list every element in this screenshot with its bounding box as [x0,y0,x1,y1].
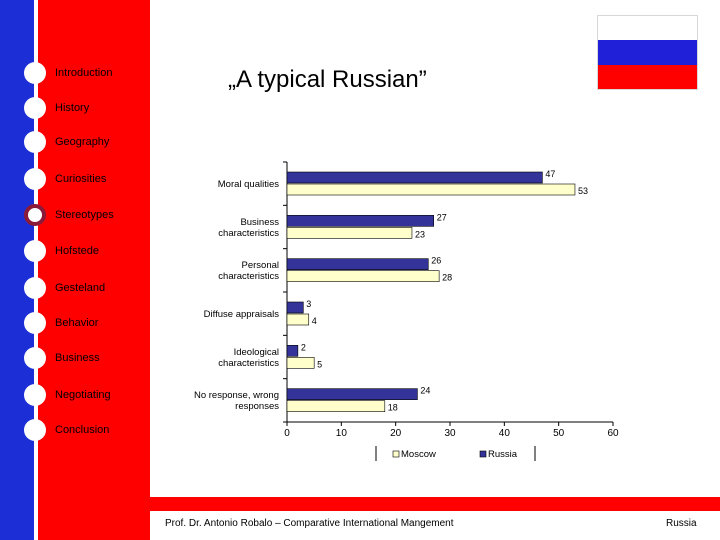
nav-bullet-icon [24,384,46,406]
category-label: responses [235,401,279,412]
bar-russia [286,258,429,270]
data-label-russia: 27 [437,212,447,222]
category-label: Ideological [234,347,279,358]
data-label-moscow: 18 [388,403,398,413]
legend-swatch-russia [479,450,487,458]
x-tick-label: 0 [284,428,290,439]
footer-credit: Prof. Dr. Antonio Robalo – Comparative I… [165,518,454,529]
data-label-moscow: 5 [317,359,322,369]
nav-item-hofstede[interactable]: Hofstede [24,240,99,262]
x-tick-label: 40 [499,428,511,439]
nav-item-conclusion[interactable]: Conclusion [24,419,109,441]
data-label-moscow: 23 [415,229,425,239]
nav-bullet-icon [24,240,46,262]
bar-moscow [286,400,386,412]
category-label: Personal [242,260,280,271]
category-label: characteristics [218,358,279,369]
nav-bullet-icon [24,347,46,369]
bottom-red-band [150,497,720,511]
data-label-russia: 26 [431,256,441,266]
category-label: No response, wrong [194,390,279,401]
nav-item-label: Conclusion [55,424,110,436]
x-tick-label: 20 [390,428,402,439]
nav-item-behavior[interactable]: Behavior [24,312,98,334]
bar-moscow [286,227,413,239]
nav-item-gesteland[interactable]: Gesteland [24,277,105,299]
nav-item-label: Introduction [55,67,113,79]
nav-item-introduction[interactable]: Introduction [24,62,112,84]
nav-item-label: Hofstede [55,245,100,257]
nav-item-stereotypes[interactable]: Stereotypes [24,204,114,226]
nav-item-label: Business [55,352,100,364]
nav-item-label: Negotiating [55,389,111,401]
nav-bullet-icon [24,131,46,153]
nav-item-negotiating[interactable]: Negotiating [24,384,111,406]
nav-item-history[interactable]: History [24,97,89,119]
nav-bullet-icon [24,168,46,190]
nav-bullet-icon [24,277,46,299]
nav-item-label: Behavior [55,317,99,329]
category-label: characteristics [218,271,279,282]
bar-moscow [286,313,310,326]
left-white-stripe [34,0,38,540]
bar-russia [286,171,543,184]
data-label-moscow: 4 [312,316,317,326]
category-label: Moral qualities [218,179,279,190]
x-tick-label: 30 [444,428,456,439]
bar-russia [286,345,299,357]
nav-item-geography[interactable]: Geography [24,131,109,153]
nav-item-label: Gesteland [55,282,106,294]
nav-item-business[interactable]: Business [24,347,100,369]
legend-label-moscow: Moscow [401,449,436,460]
bar-moscow [286,183,576,196]
nav-bullet-icon [24,419,46,441]
footer-topic: Russia [666,518,697,529]
data-label-russia: 3 [306,299,311,309]
bar-russia [286,215,434,227]
category-label: Diffuse appraisals [204,309,280,320]
legend-label-russia: Russia [488,449,518,460]
data-label-russia: 47 [545,169,555,179]
data-label-russia: 24 [420,386,430,396]
bar-moscow [286,270,440,282]
nav-item-curiosities[interactable]: Curiosities [24,168,106,190]
nav-bullet-icon [24,62,46,84]
bar-russia [286,301,304,314]
russian-flag-icon [597,15,698,90]
x-tick-label: 50 [553,428,565,439]
data-label-russia: 2 [301,342,306,352]
legend-swatch-moscow [392,450,400,458]
data-label-moscow: 28 [442,273,452,283]
category-label: characteristics [218,228,279,239]
bar-russia [286,388,418,400]
bar-moscow [286,357,315,369]
nav-bullet-icon [24,97,46,119]
nav-bullet-icon [24,312,46,334]
data-label-moscow: 53 [578,186,588,196]
slide-title: „A typical Russian” [228,66,427,93]
category-label: Business [240,217,279,228]
left-red-band [36,0,150,540]
x-tick-label: 60 [607,428,619,439]
left-blue-band [0,0,36,540]
nav-item-label: Curiosities [55,173,107,185]
nav-item-label: Geography [55,136,110,148]
x-tick-label: 10 [336,428,348,439]
nav-bullet-icon [24,204,46,226]
nav-item-label: History [55,102,90,114]
nav-item-label: Stereotypes [55,209,114,221]
